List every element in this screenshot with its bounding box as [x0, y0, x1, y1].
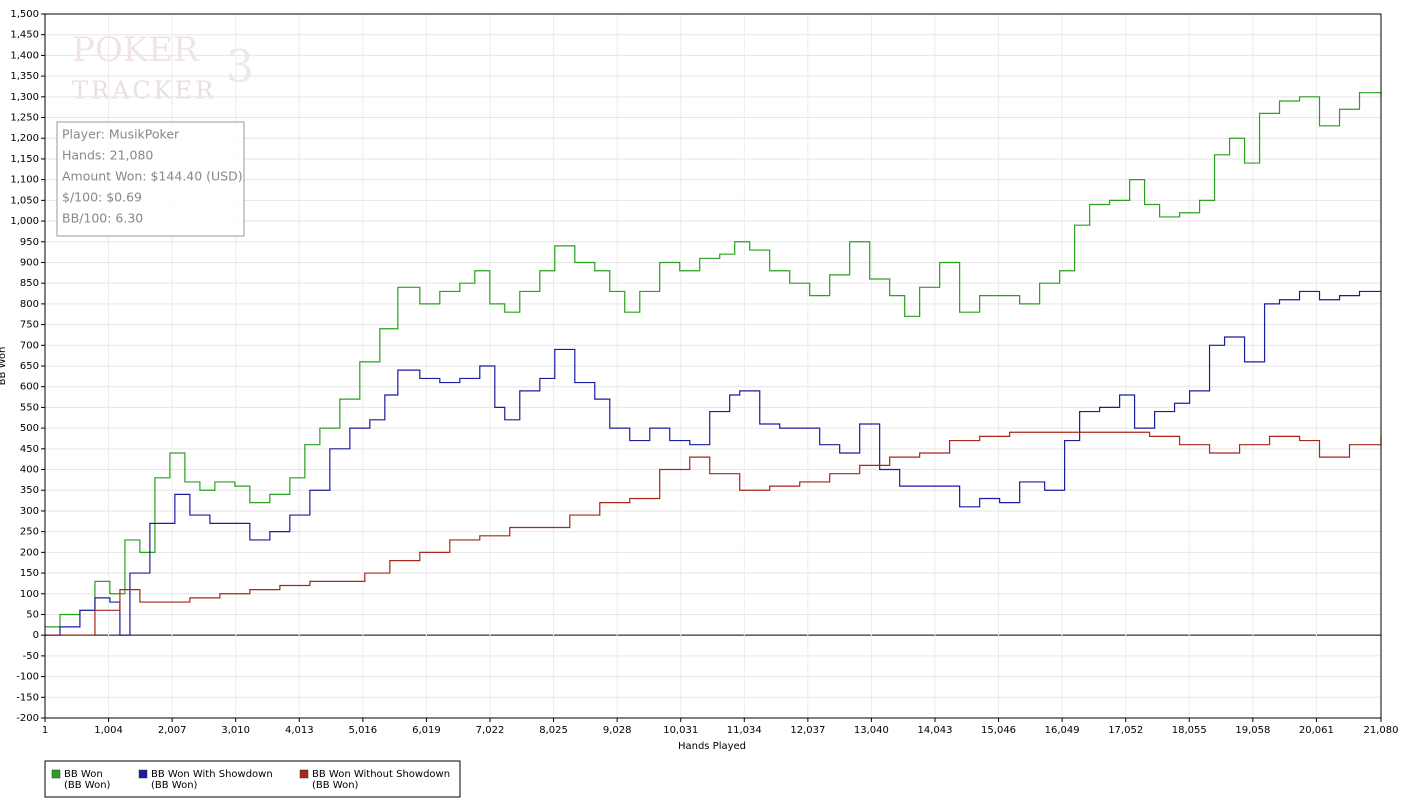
x-tick-label: 15,046: [981, 725, 1016, 736]
y-tick-label: 700: [20, 340, 39, 351]
y-tick-label: 0: [33, 630, 39, 641]
legend-label: BB Won Without Showdown: [312, 769, 450, 780]
y-tick-label: 1,450: [10, 30, 39, 41]
y-tick-label: 750: [20, 320, 39, 331]
series-line: [45, 290, 1381, 636]
y-tick-label: -200: [16, 713, 39, 724]
y-tick-label: 900: [20, 257, 39, 268]
info-text: Player: MusikPoker: [62, 127, 180, 142]
y-tick-label: 1,100: [10, 175, 39, 186]
lines: [45, 92, 1382, 636]
legend-swatch: [299, 769, 309, 779]
x-tick-label: 19,058: [1235, 725, 1270, 736]
info-text: BB/100: 6.30: [62, 211, 143, 226]
info-text: Amount Won: $144.40 (USD): [62, 169, 243, 184]
x-tick-label: 3,010: [221, 725, 250, 736]
watermark: TRACKER: [72, 77, 216, 105]
y-tick-label: 350: [20, 485, 39, 496]
y-tick-label: 1,350: [10, 71, 39, 82]
x-tick-label: 9,028: [603, 725, 632, 736]
legend-swatch: [138, 769, 148, 779]
y-tick-label: 100: [20, 589, 39, 600]
watermark: 3: [226, 42, 254, 93]
y-tick-label: 950: [20, 237, 39, 248]
info-text: $/100: $0.69: [62, 190, 142, 205]
legend-label: BB Won: [64, 769, 103, 780]
x-tick-label: 5,016: [349, 725, 378, 736]
y-tick-label: 50: [26, 609, 39, 620]
y-tick-label: 650: [20, 361, 39, 372]
x-tick-label: 21,080: [1364, 725, 1399, 736]
y-tick-label: 1,050: [10, 195, 39, 206]
x-tick-label: 2,007: [158, 725, 187, 736]
y-tick-label: 1,500: [10, 9, 39, 20]
y-tick-label: 450: [20, 444, 39, 455]
info-text: Hands: 21,080: [62, 148, 153, 163]
y-tick-label: 1,300: [10, 92, 39, 103]
x-axis-label: Hands Played: [678, 741, 746, 752]
x-tick-label: 14,043: [917, 725, 952, 736]
y-tick-label: 550: [20, 402, 39, 413]
y-tick-label: 300: [20, 506, 39, 517]
y-tick-label: 850: [20, 278, 39, 289]
x-tick-label: 4,013: [285, 725, 314, 736]
y-tick-label: 600: [20, 382, 39, 393]
x-tick-label: 7,022: [476, 725, 505, 736]
legend-unit: (BB Won): [64, 780, 111, 791]
x-tick-label: 18,055: [1172, 725, 1207, 736]
legend-label: BB Won With Showdown: [151, 769, 273, 780]
x-tick-label: 16,049: [1045, 725, 1080, 736]
y-tick-label: 400: [20, 465, 39, 476]
y-tick-label: 1,150: [10, 154, 39, 165]
y-tick-label: 500: [20, 423, 39, 434]
x-tick-label: 6,019: [412, 725, 441, 736]
y-tick-label: 1,000: [10, 216, 39, 227]
grid: -200 -150 -100 -50 0 50 100 150 200 250 300 350 400 4…: [10, 9, 1398, 736]
legend-unit: (BB Won): [151, 780, 198, 791]
x-tick-label: 20,061: [1299, 725, 1334, 736]
x-tick-label: 1,004: [94, 725, 123, 736]
y-tick-label: 1,200: [10, 133, 39, 144]
legend-swatch: [51, 769, 61, 779]
x-tick-label: 12,037: [790, 725, 825, 736]
y-tick-label: -50: [23, 651, 39, 662]
legend: BB Won(BB Won)BB Won With Showdown(BB Wo…: [51, 769, 450, 791]
watermark: POKER: [72, 30, 200, 70]
x-tick-label: 11,034: [727, 725, 762, 736]
series-line: [45, 92, 1382, 628]
legend-unit: (BB Won): [312, 780, 359, 791]
y-tick-label: 150: [20, 568, 39, 579]
x-tick-label: 1: [42, 725, 48, 736]
x-tick-label: 17,052: [1108, 725, 1143, 736]
y-axis-label: BB Won: [0, 347, 8, 386]
y-tick-label: 800: [20, 299, 39, 310]
y-tick-label: 1,400: [10, 50, 39, 61]
y-tick-label: -100: [16, 672, 39, 683]
plot-frame: [44, 13, 1382, 719]
legend-frame: [44, 760, 461, 798]
y-tick-label: 200: [20, 547, 39, 558]
series-line: [45, 431, 1382, 636]
info-frame: [56, 121, 245, 237]
info-box: Player: MusikPoker Hands: 21,080 Amount …: [56, 121, 245, 237]
x-tick-label: 10,031: [663, 725, 698, 736]
y-tick-label: -150: [16, 692, 39, 703]
y-tick-label: 1,250: [10, 113, 39, 124]
x-tick-label: 13,040: [854, 725, 889, 736]
y-tick-label: 250: [20, 527, 39, 538]
x-tick-label: 8,025: [539, 725, 568, 736]
